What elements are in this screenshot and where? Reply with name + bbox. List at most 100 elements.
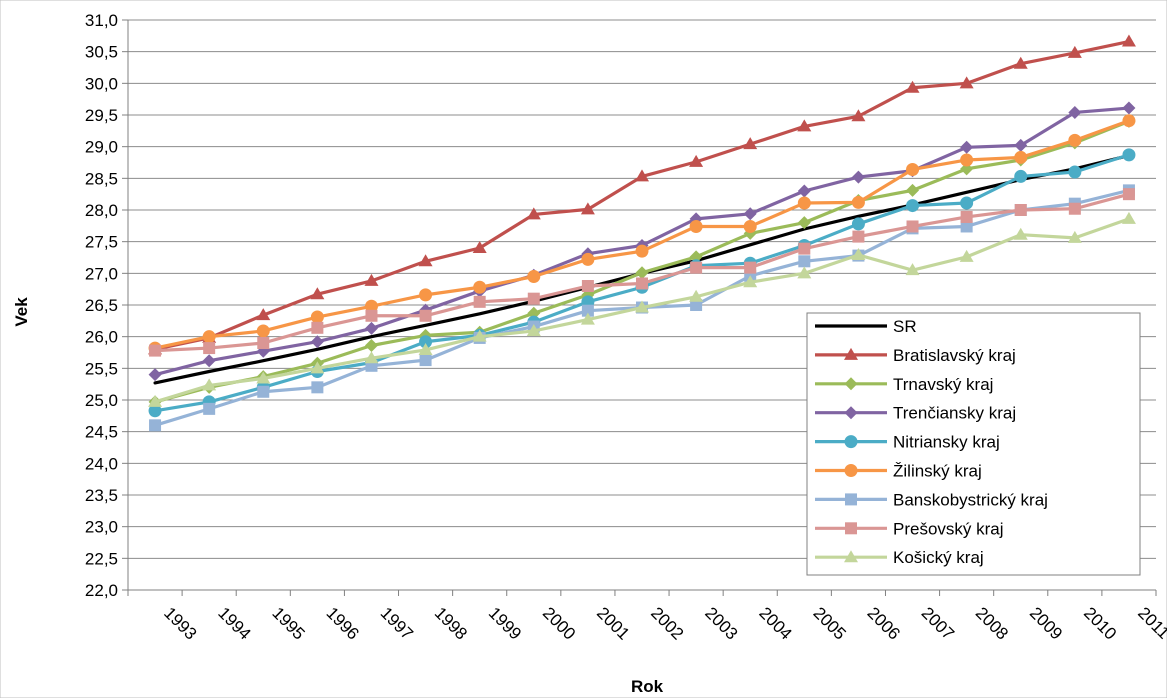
data-point bbox=[960, 210, 973, 223]
data-point bbox=[1122, 148, 1136, 162]
data-point bbox=[636, 277, 648, 290]
y-tick-label: 25,0 bbox=[85, 391, 118, 410]
data-point bbox=[743, 219, 757, 233]
data-point bbox=[1067, 45, 1082, 58]
data-point bbox=[419, 288, 433, 302]
legend-label: Nitriansky kraj bbox=[893, 433, 1000, 452]
data-point bbox=[844, 347, 858, 360]
legend-label: Košický kraj bbox=[893, 548, 984, 567]
series-7 bbox=[149, 188, 1135, 357]
data-point bbox=[635, 300, 649, 313]
y-tick-label: 27,5 bbox=[85, 233, 118, 252]
y-tick-label: 23,0 bbox=[85, 518, 118, 537]
data-point bbox=[1067, 230, 1082, 243]
data-point bbox=[365, 309, 378, 322]
y-tick-label: 30,5 bbox=[85, 43, 118, 62]
data-point bbox=[689, 154, 704, 167]
data-point bbox=[1068, 105, 1082, 119]
data-point bbox=[364, 351, 379, 364]
data-point bbox=[851, 170, 865, 184]
data-point bbox=[148, 404, 162, 418]
data-point bbox=[526, 207, 541, 220]
data-point bbox=[844, 550, 858, 563]
data-point bbox=[148, 368, 162, 382]
y-tick-label: 29,5 bbox=[85, 106, 118, 125]
data-point bbox=[364, 273, 379, 286]
data-point bbox=[797, 119, 812, 132]
series-5 bbox=[148, 114, 1136, 355]
data-point bbox=[1014, 169, 1028, 183]
data-point bbox=[256, 324, 270, 338]
legend-box bbox=[806, 312, 1141, 576]
y-tick-label: 22,0 bbox=[85, 581, 118, 600]
data-point bbox=[690, 261, 703, 274]
data-point bbox=[472, 329, 487, 342]
legend-entry: Žilinský kraj bbox=[815, 462, 982, 481]
data-point bbox=[851, 195, 865, 209]
data-point bbox=[1013, 227, 1028, 240]
data-point bbox=[419, 335, 433, 349]
y-tick-label: 22,5 bbox=[85, 549, 118, 568]
data-point bbox=[149, 419, 162, 432]
data-point bbox=[797, 266, 812, 279]
data-point bbox=[473, 295, 486, 308]
data-point bbox=[1014, 150, 1028, 164]
data-point bbox=[149, 344, 162, 357]
legend-label: Banskobystrický kraj bbox=[893, 490, 1048, 509]
data-point bbox=[203, 342, 216, 355]
data-point bbox=[906, 220, 919, 233]
data-point bbox=[364, 339, 378, 353]
legend-entry: Banskobystrický kraj bbox=[815, 490, 1048, 509]
y-tick-label: 26,5 bbox=[85, 296, 118, 315]
data-point bbox=[844, 464, 858, 477]
data-point bbox=[743, 137, 758, 150]
data-point bbox=[844, 406, 858, 420]
legend-entry: Prešovský kraj bbox=[815, 519, 1004, 538]
y-tick-label: 31,0 bbox=[85, 11, 118, 30]
data-point bbox=[256, 371, 271, 384]
axes bbox=[122, 19, 1157, 596]
data-point bbox=[581, 280, 594, 292]
data-point bbox=[311, 321, 324, 334]
data-point bbox=[851, 247, 866, 260]
data-point bbox=[959, 249, 974, 262]
data-point bbox=[744, 261, 757, 274]
data-point bbox=[1121, 211, 1136, 224]
data-point bbox=[689, 289, 704, 302]
y-tick-label: 30,0 bbox=[85, 74, 118, 93]
data-point bbox=[1122, 188, 1135, 201]
data-point bbox=[202, 378, 217, 391]
data-point bbox=[743, 275, 758, 288]
y-tick-label: 24,0 bbox=[85, 454, 118, 473]
data-point bbox=[364, 321, 378, 335]
data-point bbox=[527, 270, 541, 283]
data-point bbox=[797, 216, 811, 230]
legend-entry: Bratislavský kraj bbox=[815, 346, 1016, 365]
data-point bbox=[580, 202, 595, 215]
legend-entry: Trnavský kraj bbox=[815, 375, 993, 394]
data-point bbox=[311, 381, 324, 394]
series-group bbox=[148, 34, 1136, 432]
data-point bbox=[1068, 133, 1082, 147]
legend-entry: Košický kraj bbox=[815, 548, 984, 567]
data-point bbox=[364, 299, 378, 313]
data-point bbox=[310, 361, 325, 374]
data-point bbox=[419, 309, 432, 322]
y-tick-label: 27,0 bbox=[85, 264, 118, 283]
legend: SR Bratislavský kraj Trnavský kraj Trenčian… bbox=[806, 312, 1141, 576]
data-point bbox=[797, 196, 811, 210]
data-point bbox=[1122, 101, 1136, 115]
data-point bbox=[310, 287, 325, 300]
data-point bbox=[852, 230, 865, 243]
data-point bbox=[844, 435, 858, 449]
y-axis-title: Vek bbox=[12, 297, 31, 327]
data-point bbox=[906, 162, 920, 176]
data-point bbox=[418, 342, 433, 355]
data-point bbox=[310, 310, 324, 324]
legend-label: Žilinský kraj bbox=[893, 462, 982, 481]
data-point bbox=[635, 244, 649, 258]
data-point bbox=[473, 280, 487, 294]
data-point bbox=[257, 337, 270, 349]
data-point bbox=[960, 196, 974, 210]
